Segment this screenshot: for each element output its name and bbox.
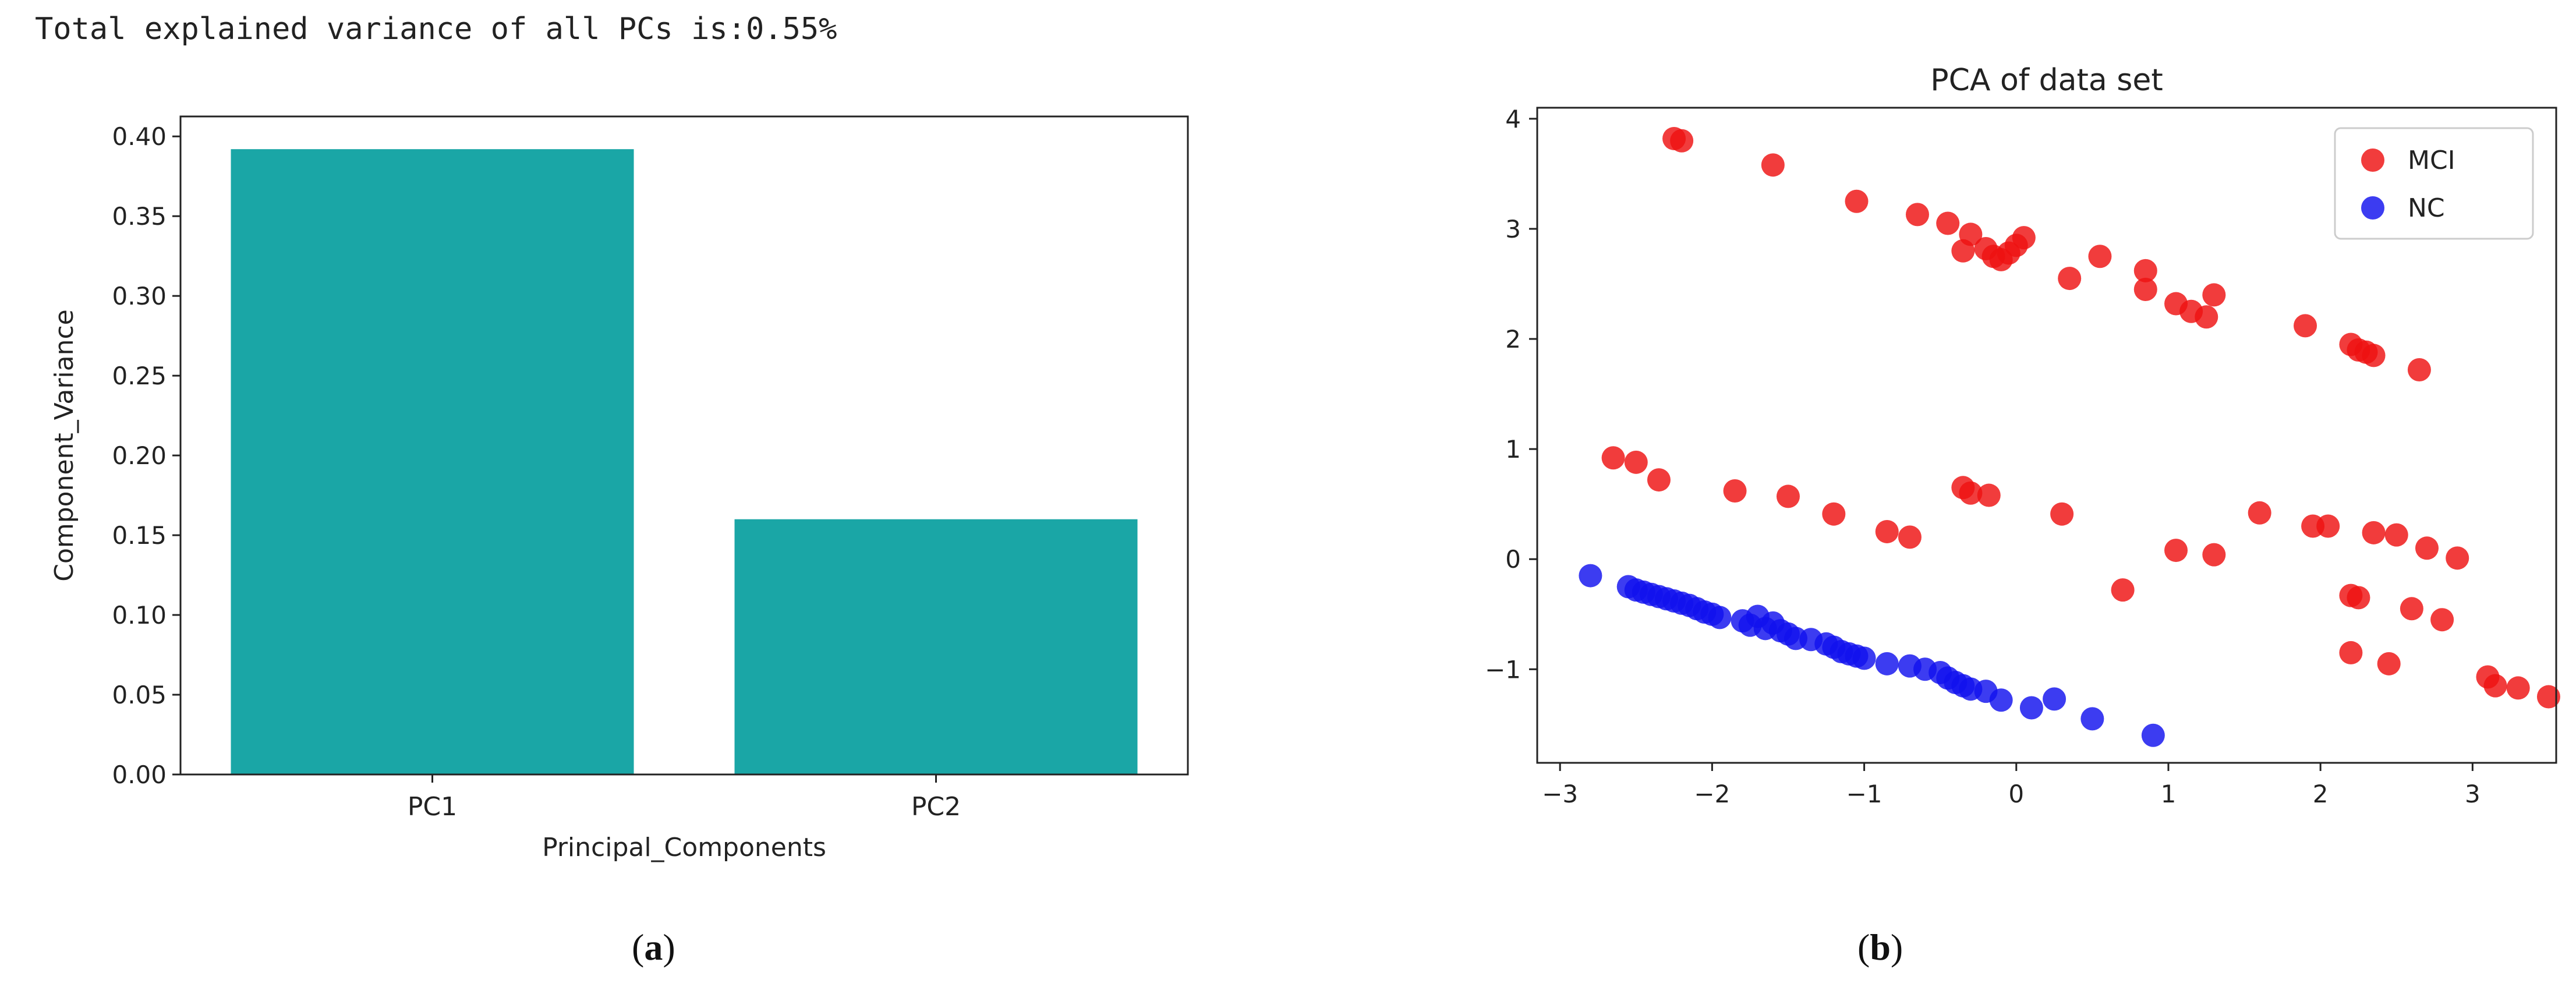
point-nc: [2043, 687, 2067, 711]
point-mci: [2536, 685, 2560, 709]
point-mci: [2362, 521, 2386, 544]
point-mci: [2088, 245, 2112, 268]
x-tick-label: −3: [1542, 780, 1578, 808]
point-mci: [1822, 502, 1846, 526]
point-mci: [1776, 484, 1800, 508]
page-header: Total explained variance of all PCs is:0…: [35, 12, 837, 47]
bar-chart: PC1 PC2 0.00 0.05 0.10 0.15 0.20 0.25 0.30 0.35 0.…: [49, 115, 1189, 862]
x-tick-label: PC1: [408, 792, 457, 822]
x-tick-label: 1: [2161, 780, 2177, 808]
point-mci: [1624, 450, 1648, 474]
point-mci: [2415, 536, 2439, 560]
subcaption-a-letter: a: [644, 926, 663, 968]
legend-box: [2334, 127, 2534, 240]
point-mci: [2506, 676, 2530, 700]
point-mci: [1670, 129, 1694, 153]
y-tick-label: 0.40: [112, 122, 167, 151]
point-mci: [2164, 539, 2188, 563]
point-mci: [1936, 211, 1960, 235]
point-mci: [2446, 546, 2469, 570]
y-tick-label: 1: [1505, 435, 1521, 464]
plot-frame: [1536, 107, 2557, 764]
y-tick-label: −1: [1485, 655, 1521, 684]
y-tick-label: 0.05: [112, 681, 167, 709]
point-mci: [1959, 481, 1983, 505]
point-nc: [1989, 688, 2013, 712]
point-nc: [2080, 707, 2104, 731]
point-nc: [1852, 646, 1876, 670]
y-tick-label: 2: [1505, 325, 1521, 353]
point-mci: [1647, 468, 1671, 492]
legend-marker-nc: [2361, 196, 2384, 220]
point-mci: [1875, 519, 1899, 543]
subcaption-b-letter: b: [1870, 926, 1891, 968]
bar-pc1: [231, 149, 634, 774]
point-mci: [2050, 502, 2074, 526]
y-tick-label: 0.00: [112, 761, 167, 789]
point-mci: [1601, 446, 1625, 470]
point-mci: [2133, 277, 2157, 301]
x-tick-label: −1: [1846, 780, 1883, 808]
x-tick-label: −2: [1694, 780, 1730, 808]
point-mci: [1761, 153, 1785, 177]
y-tick-label: 0: [1505, 545, 1521, 574]
point-mci: [1977, 483, 2001, 507]
x-tick-label: 2: [2313, 780, 2329, 808]
point-mci: [2430, 608, 2454, 632]
legend-label-mci: MCI: [2408, 146, 2455, 175]
point-mci: [1898, 525, 1922, 549]
point-mci: [2111, 578, 2135, 602]
legend-marker-mci: [2361, 148, 2384, 172]
point-mci: [2012, 226, 2036, 250]
point-nc: [2019, 696, 2043, 720]
point-mci: [2248, 501, 2271, 525]
subcaption-a: (a): [632, 926, 675, 968]
x-axis-label: Principal_Components: [542, 833, 826, 862]
point-nc: [1875, 652, 1899, 675]
point-nc: [1708, 606, 1732, 629]
point-mci: [2377, 652, 2401, 675]
bar-pc2: [734, 519, 1138, 774]
point-mci: [2316, 514, 2340, 538]
point-mci: [1951, 239, 1975, 263]
y-tick-label: 4: [1505, 105, 1521, 133]
point-mci: [2195, 305, 2218, 329]
y-tick-label: 3: [1505, 215, 1521, 243]
point-nc: [1579, 564, 1602, 588]
point-mci: [2407, 358, 2431, 381]
point-mci: [2294, 314, 2317, 338]
point-mci: [2202, 543, 2226, 567]
point-mci: [1845, 189, 1869, 213]
point-mci: [2384, 523, 2408, 547]
x-tick-label: PC2: [911, 792, 961, 822]
point-mci: [1723, 479, 1747, 503]
y-tick-label: 0.20: [112, 441, 167, 470]
x-tick-label: 0: [2008, 780, 2024, 808]
point-mci: [2400, 597, 2423, 621]
plot-frame: [179, 115, 1189, 776]
point-mci: [2483, 674, 2507, 698]
y-axis-label: Component_Variance: [49, 309, 79, 582]
point-mci: [2347, 586, 2370, 610]
y-tick-label: 0.25: [112, 362, 167, 390]
y-tick-label: 0.30: [112, 282, 167, 310]
point-mci: [2362, 344, 2386, 367]
point-mci: [2133, 259, 2157, 282]
point-mci: [1905, 203, 1929, 227]
y-tick-label: 0.10: [112, 601, 167, 629]
chart-title: PCA of data set: [1930, 63, 2163, 98]
y-tick-label: 0.15: [112, 521, 167, 550]
point-mci: [2058, 267, 2082, 291]
x-tick-label: 3: [2465, 780, 2481, 808]
legend-label-nc: NC: [2408, 193, 2445, 223]
point-mci: [2339, 641, 2363, 664]
point-mci: [2202, 283, 2226, 307]
subcaption-b: (b): [1857, 926, 1903, 968]
y-tick-label: 0.35: [112, 202, 167, 231]
point-nc: [2141, 723, 2165, 747]
